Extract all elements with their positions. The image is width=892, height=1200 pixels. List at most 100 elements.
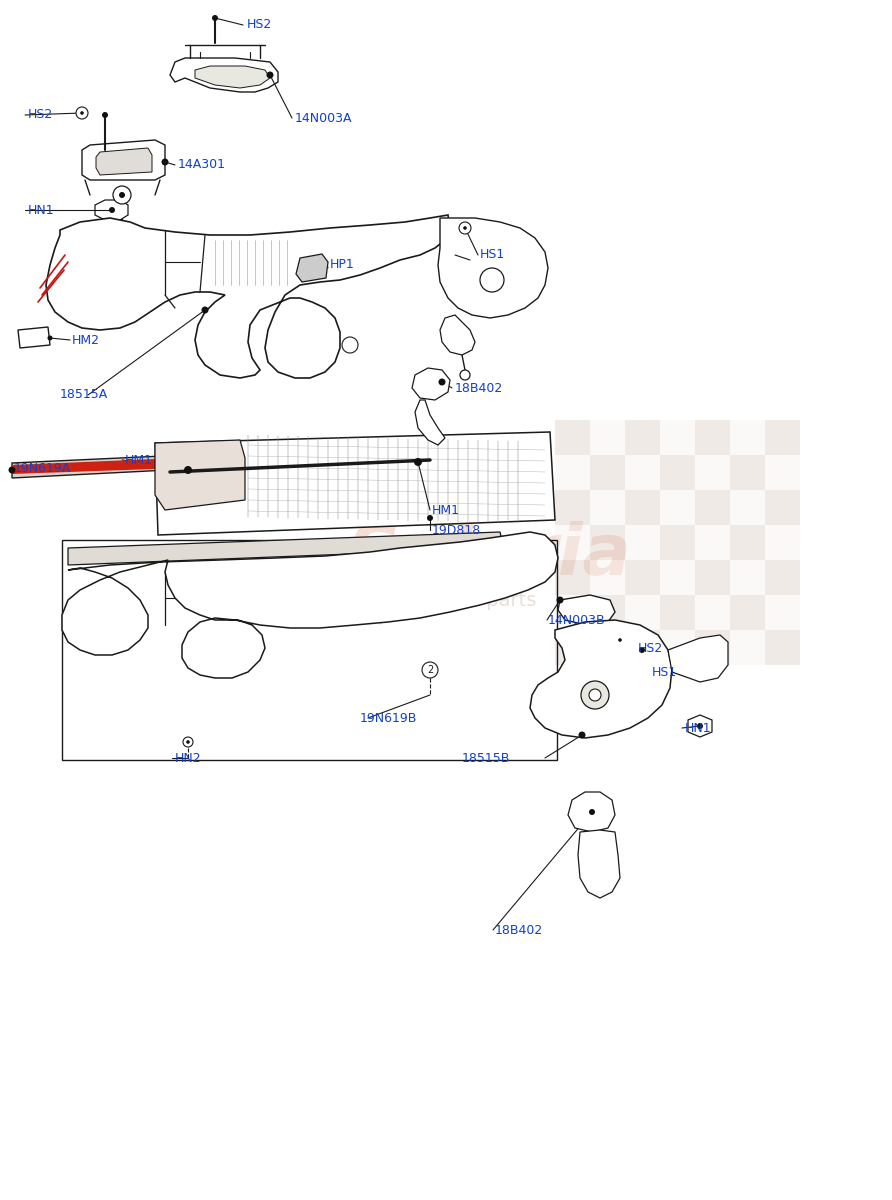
Text: 19N619B: 19N619B [360,712,417,725]
Bar [765,560,800,595]
Bar [660,455,695,490]
Text: HM2: HM2 [72,334,100,347]
Text: car  parts: car parts [443,590,537,610]
Polygon shape [558,595,615,626]
Text: 14A301: 14A301 [178,158,226,172]
Bar [590,455,625,490]
Bar [590,630,625,665]
Bar [730,455,765,490]
Polygon shape [12,458,181,474]
Bar [590,526,625,560]
Bar [555,560,590,595]
Bar [625,490,660,526]
Circle shape [267,72,274,78]
Polygon shape [155,440,245,510]
Bar [590,420,625,455]
Bar [625,560,660,595]
Text: HS1: HS1 [480,248,505,262]
Polygon shape [688,715,712,737]
Bar [765,420,800,455]
Circle shape [80,112,84,115]
Bar [555,630,590,665]
Bar [695,526,730,560]
Polygon shape [415,400,445,445]
Text: HS1: HS1 [652,666,677,678]
Circle shape [589,809,595,815]
Text: HN2: HN2 [175,751,202,764]
Bar [765,630,800,665]
Text: HS2: HS2 [28,108,54,121]
Polygon shape [62,532,558,678]
Bar [660,595,695,630]
Polygon shape [438,218,548,318]
Text: 14N003A: 14N003A [295,112,352,125]
Circle shape [581,680,609,709]
Circle shape [639,647,645,653]
Bar [625,526,660,560]
Text: 18B402: 18B402 [495,924,543,936]
Bar [660,490,695,526]
Bar [695,420,730,455]
Bar [62,540,557,760]
Bar [765,455,800,490]
Bar [660,630,695,665]
Text: Solaria: Solaria [348,521,632,589]
Circle shape [589,689,601,701]
Text: HN1: HN1 [28,204,54,216]
Circle shape [9,467,15,474]
Text: HP1: HP1 [330,258,355,271]
Circle shape [212,14,218,20]
Circle shape [615,635,625,646]
Polygon shape [440,314,475,355]
Circle shape [342,337,358,353]
Polygon shape [46,215,450,378]
Bar [625,630,660,665]
Text: 18515B: 18515B [462,751,510,764]
Text: 14N003B: 14N003B [548,613,606,626]
Bar [695,455,730,490]
Circle shape [186,740,190,744]
Bar [555,490,590,526]
Circle shape [422,662,438,678]
Bar [590,560,625,595]
Text: HN1: HN1 [685,721,712,734]
Circle shape [184,466,192,474]
Polygon shape [12,445,402,478]
Bar [730,420,765,455]
Circle shape [480,268,504,292]
Circle shape [161,158,169,166]
Bar [765,490,800,526]
Circle shape [113,186,131,204]
Circle shape [414,458,422,466]
Bar [730,630,765,665]
Text: HM1: HM1 [432,504,460,516]
Bar [765,595,800,630]
Bar [765,526,800,560]
Bar [660,420,695,455]
Circle shape [460,370,470,380]
Polygon shape [530,620,672,738]
Bar [730,595,765,630]
Polygon shape [82,140,165,180]
Circle shape [76,107,88,119]
Polygon shape [96,148,152,175]
Polygon shape [578,830,620,898]
Bar [555,595,590,630]
Text: HM1: HM1 [125,454,153,467]
Polygon shape [412,368,450,400]
Polygon shape [68,532,504,565]
Bar [695,560,730,595]
Text: 19D818: 19D818 [432,523,482,536]
Polygon shape [18,326,50,348]
Circle shape [202,306,209,313]
Polygon shape [568,792,615,832]
Polygon shape [95,200,128,220]
Bar [590,595,625,630]
Circle shape [47,336,53,341]
Polygon shape [155,432,555,535]
Circle shape [427,515,433,521]
Circle shape [439,378,445,385]
Text: HS2: HS2 [247,18,272,31]
Bar [555,420,590,455]
Bar [695,595,730,630]
